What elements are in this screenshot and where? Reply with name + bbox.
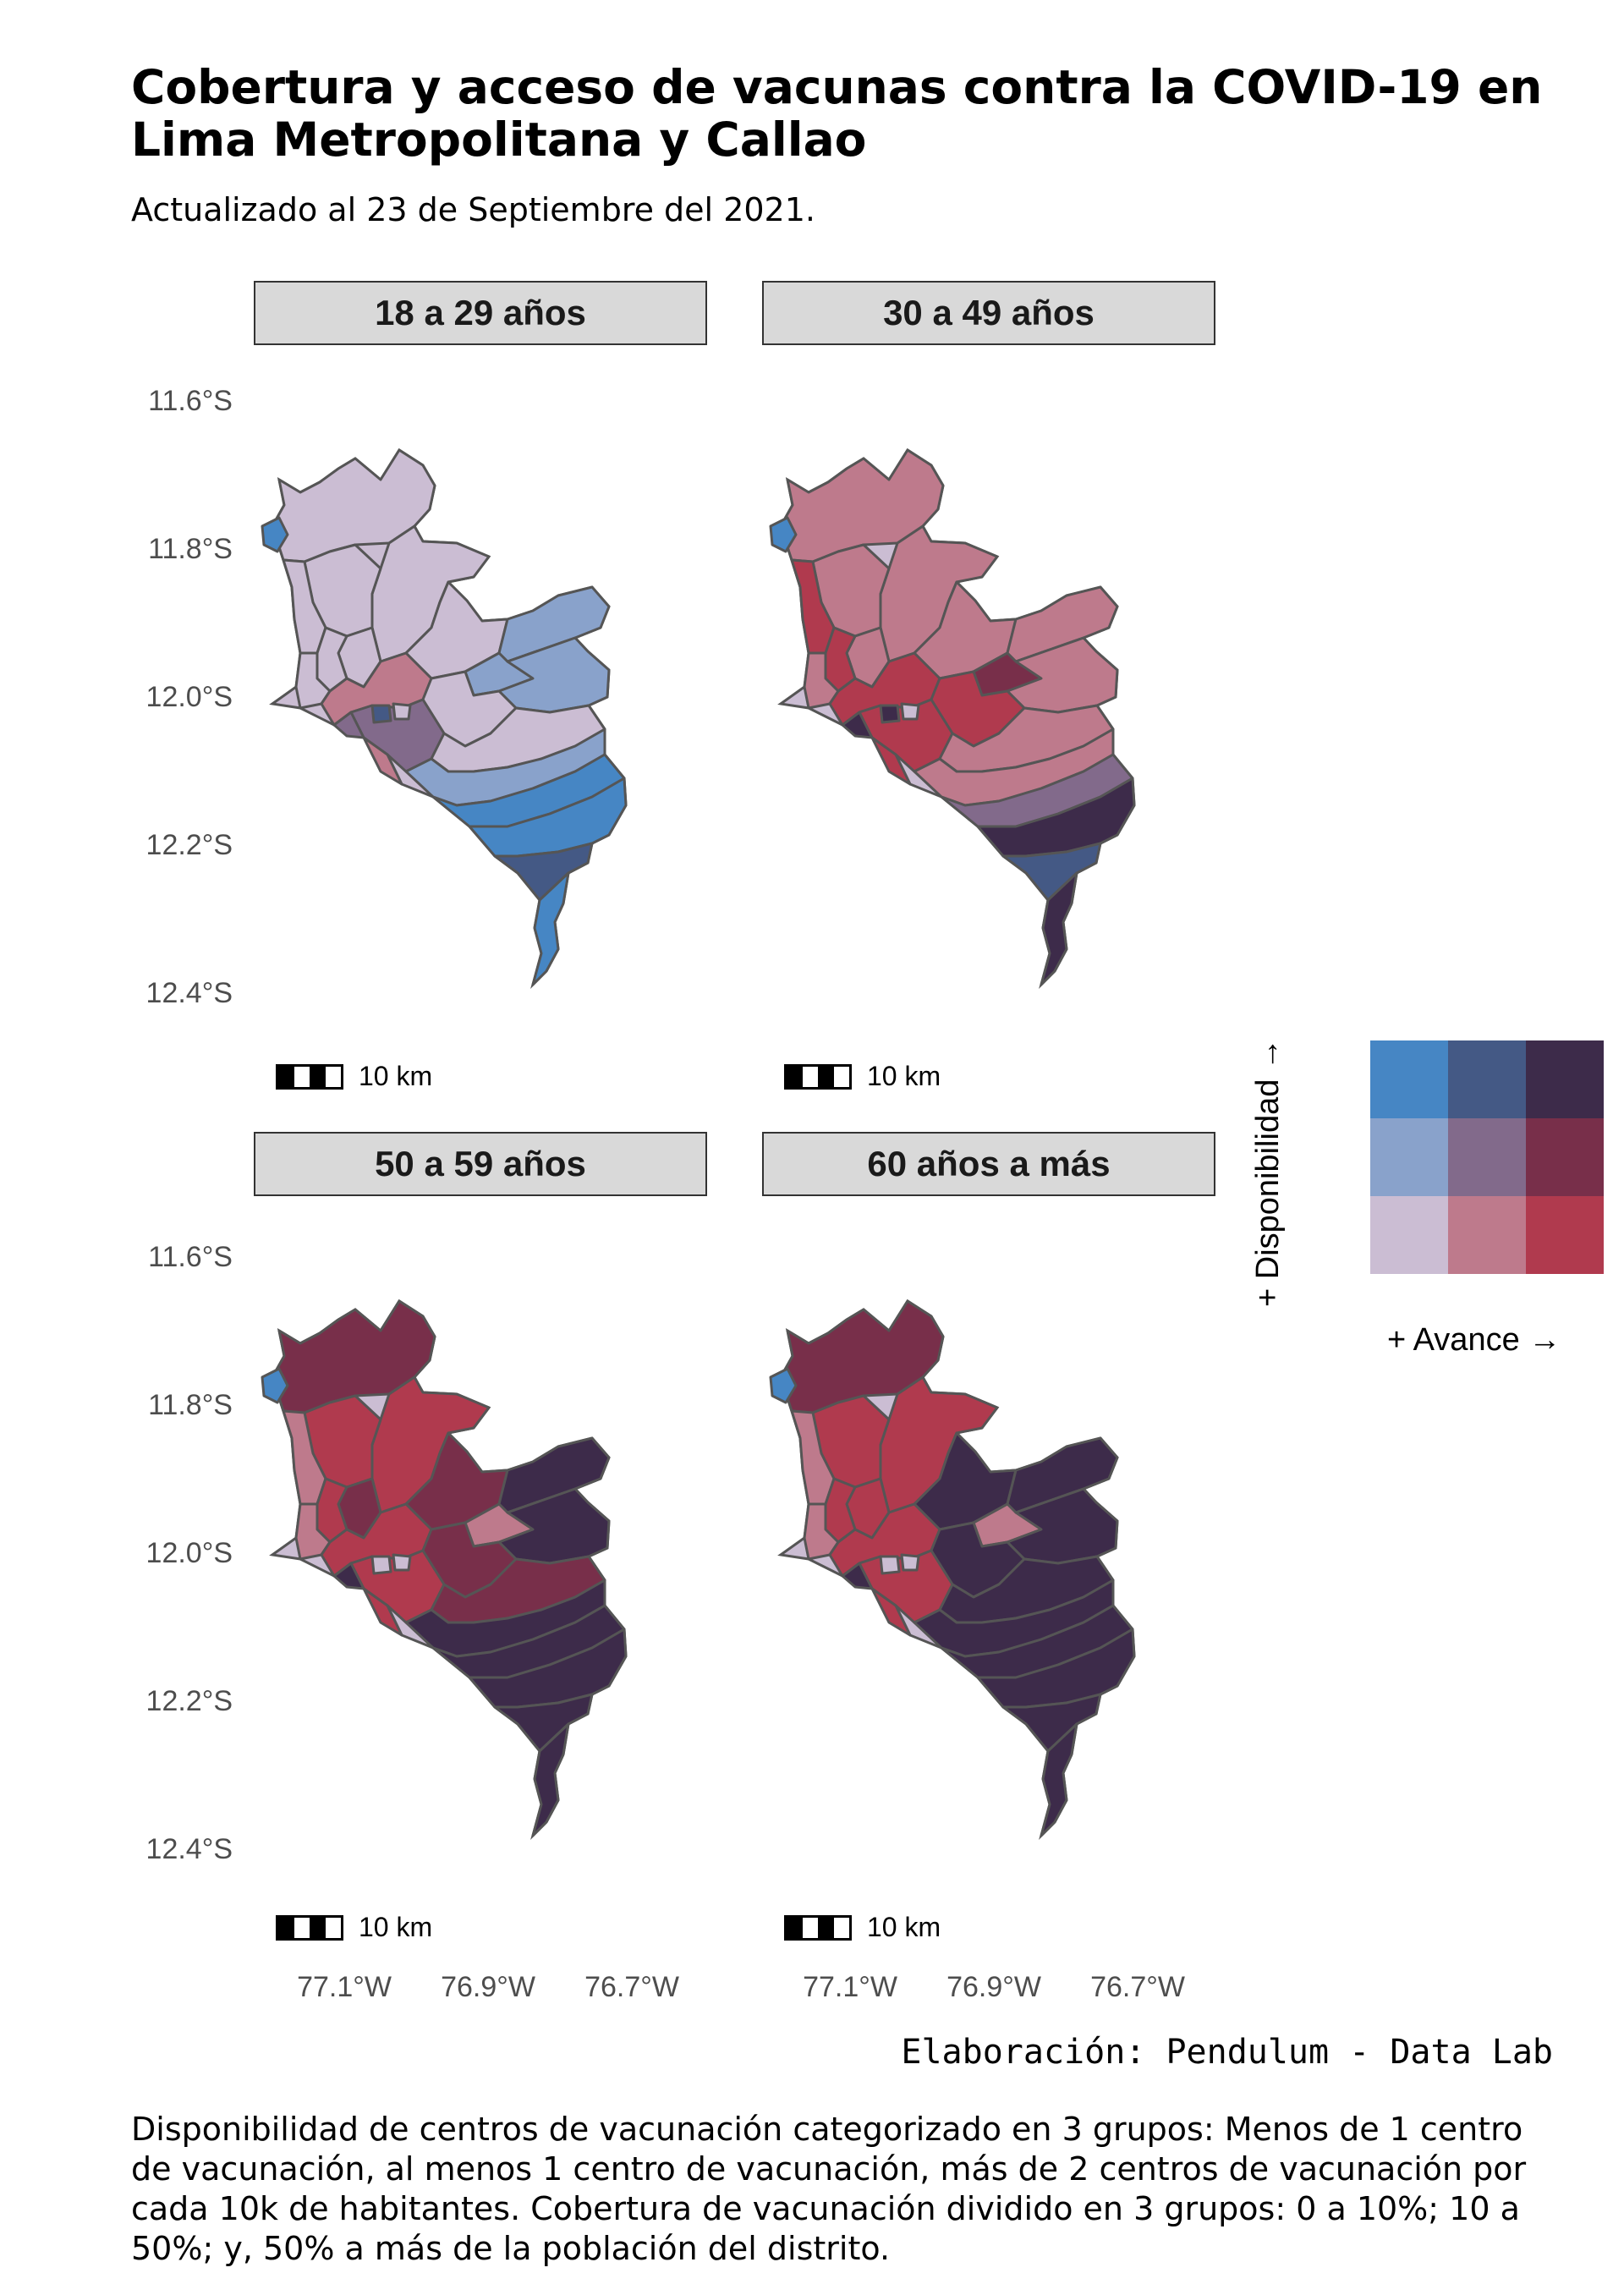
district-small-b xyxy=(900,702,920,721)
legend-swatch xyxy=(1370,1118,1448,1196)
page-subtitle: Actualizado al 23 de Septiembre del 2021… xyxy=(131,191,815,228)
page-title: Cobertura y acceso de vacunas contra la … xyxy=(131,60,1543,167)
legend-swatch xyxy=(1526,1040,1604,1118)
district-callao xyxy=(803,1502,840,1561)
scale-bar-graphic xyxy=(276,1063,343,1090)
scale-bar: 10 km xyxy=(276,1061,432,1092)
legend-swatch xyxy=(1448,1118,1526,1196)
district-map xyxy=(769,1298,1136,1841)
district-small-b xyxy=(392,702,412,721)
scale-bar-graphic xyxy=(276,1914,343,1941)
district-nw-spot xyxy=(261,1367,289,1404)
x-tick-label: 76.7°W xyxy=(584,1971,679,2003)
scale-bar-label: 10 km xyxy=(867,1912,941,1942)
legend-swatch xyxy=(1526,1118,1604,1196)
district-nw-spot xyxy=(769,516,798,553)
scale-bar-label: 10 km xyxy=(867,1061,941,1091)
y-tick-label: 11.6°S xyxy=(148,385,233,417)
legend-y-label: + Disponibilidad → xyxy=(1250,1038,1286,1307)
credit-line: Elaboración: Pendulum - Data Lab xyxy=(901,2033,1553,2072)
facet-strip: 30 a 49 años xyxy=(762,281,1215,345)
district-map xyxy=(261,447,628,990)
y-tick-label: 12.2°S xyxy=(145,1685,233,1717)
district-cieneguilla xyxy=(497,1487,611,1565)
scale-bar: 10 km xyxy=(784,1061,941,1092)
x-tick-label: 77.1°W xyxy=(297,1971,392,2003)
x-tick-label: 76.9°W xyxy=(946,1971,1041,2003)
caption: Disponibilidad de centros de vacunación … xyxy=(131,2111,1527,2267)
map-panel-18-29: 18 a 29 años 10 km xyxy=(254,281,761,1127)
y-tick-label: 12.4°S xyxy=(145,1833,233,1865)
x-tick-label: 76.7°W xyxy=(1090,1971,1185,2003)
district-map xyxy=(261,1298,628,1841)
x-tick-label: 77.1°W xyxy=(803,1971,897,2003)
legend-swatch xyxy=(1370,1196,1448,1274)
district-pucusana xyxy=(1040,871,1078,986)
bivariate-legend xyxy=(1370,1040,1604,1274)
scale-bar-graphic xyxy=(784,1063,852,1090)
district-barranco xyxy=(332,711,365,739)
district-callao xyxy=(803,651,840,710)
y-tick-label: 12.0°S xyxy=(145,1537,233,1569)
y-tick-label: 12.2°S xyxy=(145,829,233,861)
district-san-bartolo xyxy=(493,842,594,902)
facet-strip: 18 a 29 años xyxy=(254,281,707,345)
district-small-a xyxy=(370,704,392,724)
scale-bar-label: 10 km xyxy=(359,1061,433,1091)
legend-swatch xyxy=(1526,1196,1604,1274)
scale-bar-graphic xyxy=(784,1914,852,1941)
district-small-a xyxy=(879,1555,901,1575)
district-small-a xyxy=(879,704,901,724)
district-pucusana xyxy=(531,871,570,986)
district-vmt xyxy=(870,1587,912,1637)
district-pucusana xyxy=(1040,1722,1078,1837)
district-pucusana xyxy=(531,1722,570,1837)
district-san-bartolo xyxy=(493,1693,594,1753)
legend-swatch xyxy=(1370,1040,1448,1118)
district-san-bartolo xyxy=(1001,1693,1102,1753)
legend-swatch xyxy=(1448,1040,1526,1118)
y-tick-label: 11.8°S xyxy=(148,1389,233,1421)
map-panel-60-mas: 60 años a más 10 km xyxy=(762,1132,1270,1978)
map-panel-50-59: 50 a 59 años 10 km xyxy=(254,1132,761,1978)
legend-x-label: + Avance → xyxy=(1387,1322,1561,1358)
y-tick-label: 11.6°S xyxy=(148,1241,233,1273)
district-small-b xyxy=(392,1553,412,1572)
y-tick-label: 12.0°S xyxy=(145,681,233,713)
district-barranco xyxy=(841,711,874,739)
scale-bar-label: 10 km xyxy=(359,1912,433,1942)
facet-strip: 60 años a más xyxy=(762,1132,1215,1196)
y-tick-label: 11.8°S xyxy=(148,533,233,565)
district-small-a xyxy=(370,1555,392,1575)
district-barranco xyxy=(332,1562,365,1590)
district-small-b xyxy=(900,1553,920,1572)
district-cieneguilla xyxy=(1006,636,1119,714)
scale-bar: 10 km xyxy=(784,1912,941,1943)
scale-bar: 10 km xyxy=(276,1912,432,1943)
district-map xyxy=(769,447,1136,990)
district-cieneguilla xyxy=(1006,1487,1119,1565)
district-vmt xyxy=(870,736,912,786)
district-barranco xyxy=(841,1562,874,1590)
y-tick-label: 12.4°S xyxy=(145,977,233,1009)
district-vmt xyxy=(362,736,403,786)
district-nw-spot xyxy=(261,516,289,553)
x-tick-label: 76.9°W xyxy=(441,1971,535,2003)
district-vmt xyxy=(362,1587,403,1637)
legend-swatch xyxy=(1448,1196,1526,1274)
facet-strip: 50 a 59 años xyxy=(254,1132,707,1196)
district-callao xyxy=(294,651,332,710)
district-san-bartolo xyxy=(1001,842,1102,902)
district-cieneguilla xyxy=(497,636,611,714)
district-nw-spot xyxy=(769,1367,798,1404)
district-callao xyxy=(294,1502,332,1561)
map-panel-30-49: 30 a 49 años 10 km xyxy=(762,281,1270,1127)
